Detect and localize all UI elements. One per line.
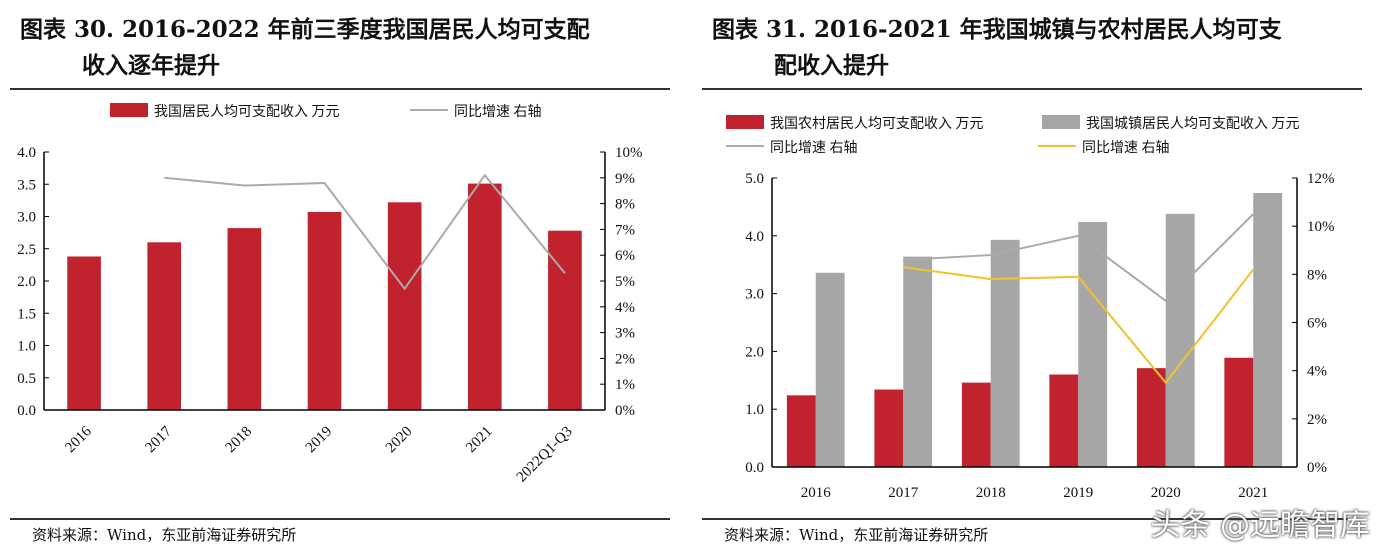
- y-tick-label: 2.0: [745, 344, 764, 360]
- legend-swatch: [1042, 115, 1080, 129]
- divider: [702, 518, 1362, 520]
- source-note: 资料来源：Wind，东亚前海证券研究所: [724, 526, 989, 544]
- y-tick-label: 2.5: [17, 242, 36, 258]
- y-right-tick-label: 12%: [1307, 171, 1335, 187]
- y-right-tick-label: 1%: [615, 377, 635, 393]
- bar: [874, 389, 904, 467]
- y-tick-label: 1.5: [17, 306, 36, 322]
- y-right-tick-label: 4%: [1307, 364, 1327, 380]
- series-line: [164, 173, 566, 291]
- series-line: [903, 213, 1254, 303]
- x-tick-label: 2016: [62, 423, 95, 456]
- bar: [1049, 374, 1079, 467]
- x-tick-label: 2017: [888, 485, 919, 501]
- x-tick-label: 2022Q1-Q3: [514, 424, 576, 486]
- y-tick-label: 3.0: [17, 210, 36, 226]
- bar: [1078, 221, 1108, 467]
- bar: [815, 272, 845, 467]
- y-right-tick-label: 9%: [615, 171, 635, 187]
- bar: [1136, 368, 1166, 467]
- y-tick-label: 1.0: [745, 402, 764, 418]
- y-tick-label: 3.0: [745, 287, 764, 303]
- y-right-tick-label: 7%: [615, 222, 635, 238]
- x-tick-label: 2016: [801, 485, 832, 501]
- bar: [387, 202, 422, 410]
- x-tick-label: 2020: [383, 424, 416, 457]
- y-tick-label: 0.5: [17, 371, 36, 387]
- x-tick-label: 2019: [1063, 485, 1093, 501]
- y-tick-label: 0.0: [17, 403, 36, 419]
- bar: [990, 239, 1020, 467]
- watermark: 头条 @远瞻智库: [1150, 508, 1370, 543]
- x-tick-label: 2021: [463, 424, 496, 457]
- legend-label: 我国农村居民人均可支配收入 万元: [770, 116, 984, 132]
- legend-swatch: [110, 103, 148, 117]
- chart-title: 图表 30. 2016-2022 年前三季度我国居民人均可支配 收入逐年提升: [20, 12, 680, 84]
- x-tick-label: 2020: [1151, 485, 1181, 501]
- source-note: 资料来源：Wind，东亚前海证券研究所: [32, 526, 297, 544]
- chart-title: 图表 31. 2016-2021 年我国城镇与农村居民人均可支 配收入提升: [712, 12, 1372, 84]
- x-tick-label: 2018: [223, 424, 256, 457]
- y-right-tick-label: 4%: [615, 300, 635, 316]
- bar: [961, 382, 991, 467]
- y-right-tick-label: 10%: [1307, 219, 1335, 235]
- bar: [67, 256, 101, 410]
- title-line-2: 收入逐年提升: [82, 52, 220, 79]
- legend-label: 我国城镇居民人均可支配收入 万元: [1086, 116, 1300, 132]
- bar: [786, 395, 816, 467]
- y-right-tick-label: 0%: [1307, 460, 1327, 476]
- chart-panel-31: 图表 31. 2016-2021 年我国城镇与农村居民人均可支 配收入提升 0.…: [702, 0, 1372, 553]
- legend-label: 同比增速 右轴: [1082, 140, 1170, 156]
- chart-31: 0.0 1.0 2.0 3.0 4.0 5.0 0% 2% 4% 6% 8% 10% 12% 2016 20…: [726, 115, 1335, 501]
- y-tick-label: 2.0: [17, 274, 36, 290]
- bar: [227, 228, 262, 410]
- y-tick-label: 4.0: [17, 145, 36, 161]
- title-line-1: 图表 30. 2016-2022 年前三季度我国居民人均可支配: [20, 16, 590, 43]
- y-right-tick-label: 2%: [615, 351, 635, 367]
- x-tick-label: 2019: [303, 424, 336, 457]
- y-tick-label: 3.5: [17, 177, 36, 193]
- divider: [702, 88, 1362, 90]
- x-tick-label: 2018: [976, 485, 1006, 501]
- bar: [467, 183, 502, 410]
- legend-label: 同比增速 右轴: [454, 104, 542, 120]
- y-right-tick-label: 6%: [615, 248, 635, 264]
- x-tick-label: 2017: [143, 423, 176, 456]
- legend-label: 同比增速 右轴: [770, 140, 858, 156]
- chart-panel-30: 图表 30. 2016-2022 年前三季度我国居民人均可支配 收入逐年提升 0…: [10, 0, 680, 553]
- y-right-tick-label: 6%: [1307, 316, 1327, 332]
- bar: [307, 211, 342, 410]
- y-tick-label: 5.0: [745, 171, 764, 187]
- y-tick-label: 4.0: [745, 229, 764, 245]
- y-right-tick-label: 2%: [1307, 412, 1327, 428]
- bar: [147, 242, 182, 410]
- y-tick-label: 0.0: [745, 460, 764, 476]
- title-line-2: 配收入提升: [774, 52, 889, 79]
- y-right-tick-label: 0%: [615, 403, 635, 419]
- legend-label: 我国居民人均可支配收入 万元: [154, 104, 340, 120]
- title-line-1: 图表 31. 2016-2021 年我国城镇与农村居民人均可支: [712, 16, 1282, 43]
- divider: [10, 518, 670, 520]
- divider: [10, 88, 670, 90]
- bar: [1224, 357, 1254, 467]
- bar: [903, 256, 933, 467]
- legend-swatch: [726, 115, 764, 129]
- series-line: [903, 266, 1255, 385]
- x-tick-label: 2021: [1238, 485, 1268, 501]
- y-right-tick-label: 5%: [615, 274, 635, 290]
- chart-30: 0.0 0.5 1.0 1.5 2.0 2.5 3.0 3.5 4.0 0% 1% 2% 3% 4% 5% 6…: [17, 103, 643, 486]
- y-tick-label: 1.0: [17, 339, 36, 355]
- y-right-tick-label: 10%: [615, 145, 643, 161]
- y-right-tick-label: 3%: [615, 326, 635, 342]
- bar: [1253, 193, 1283, 467]
- bar: [1165, 213, 1195, 467]
- y-right-tick-label: 8%: [615, 197, 635, 213]
- y-right-tick-label: 8%: [1307, 267, 1327, 283]
